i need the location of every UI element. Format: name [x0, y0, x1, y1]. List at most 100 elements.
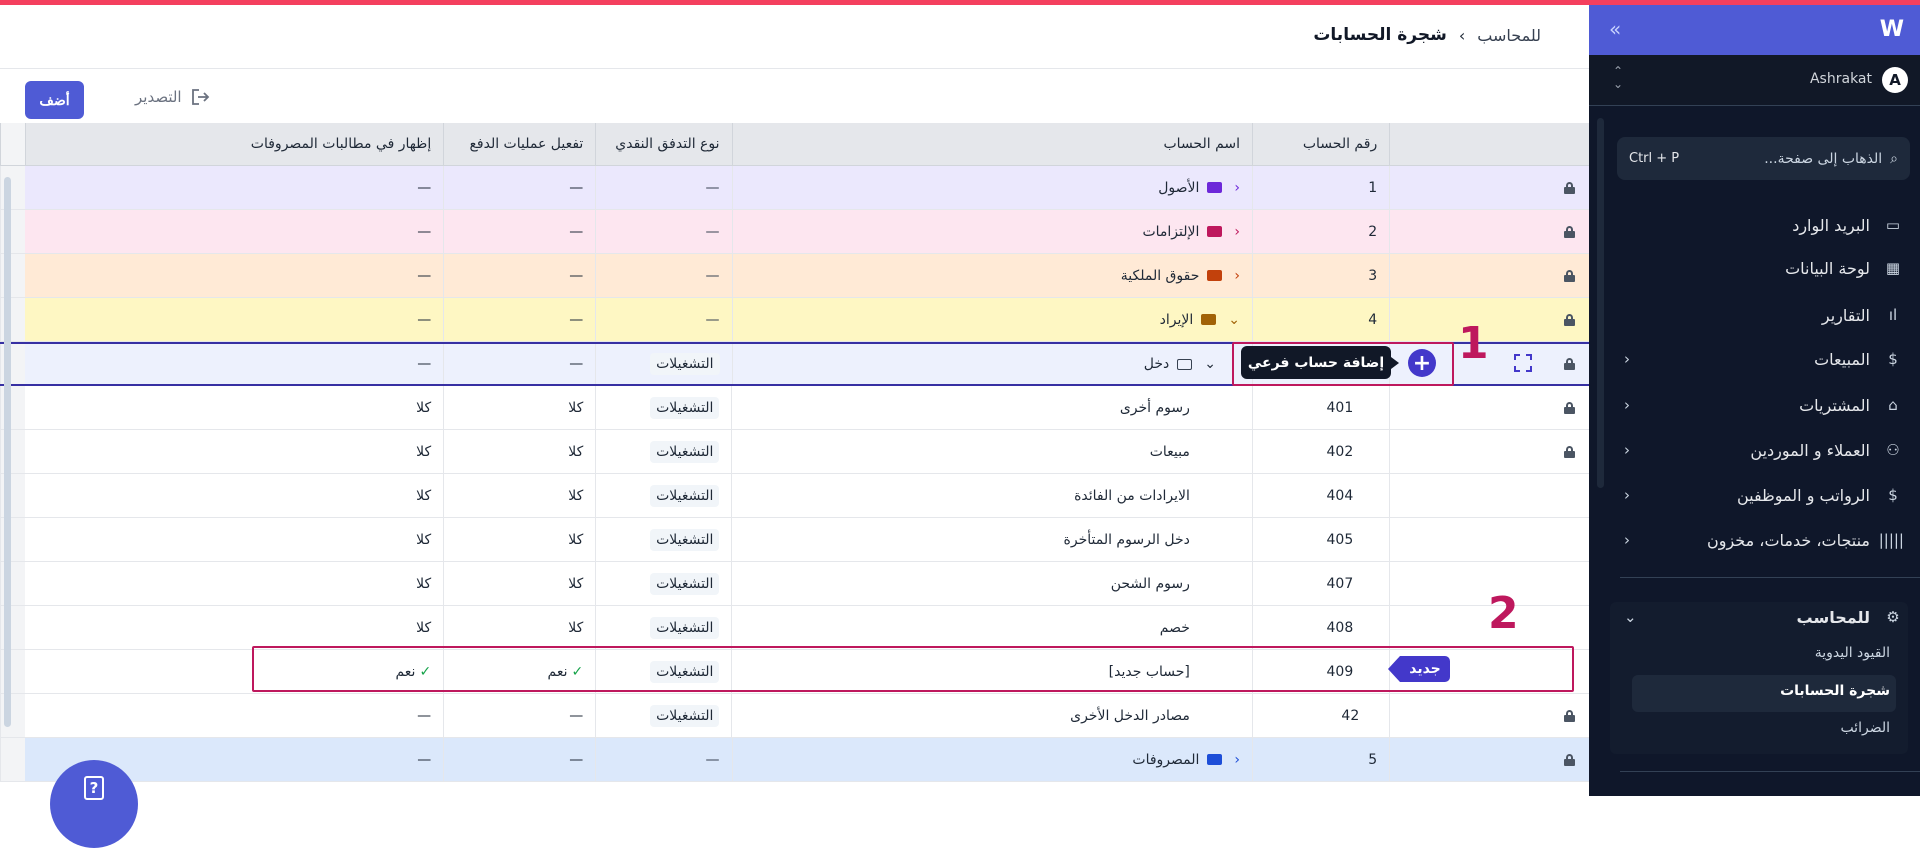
- sidebar-subitem-manual-journals[interactable]: القيود اليدوية: [1814, 645, 1890, 661]
- add-button[interactable]: أضف: [25, 81, 84, 119]
- show-in-expense-claims-header[interactable]: إظهار في مطالبات المصروفات: [25, 123, 443, 165]
- sidebar-item[interactable]: ıl التقارير: [1614, 295, 1904, 335]
- add-subaccount-button[interactable]: +: [1408, 349, 1436, 377]
- chevron-left-icon[interactable]: ‹: [1234, 751, 1241, 768]
- account-name-header[interactable]: اسم الحساب: [731, 123, 1252, 165]
- sidebar-item[interactable]: ▭ البريد الوارد: [1614, 205, 1904, 245]
- help-button[interactable]: ?: [50, 760, 138, 848]
- chevron-down-icon[interactable]: ⌄: [1204, 356, 1217, 372]
- account-number: 404: [1251, 474, 1389, 517]
- cash-flow-chip: —: [705, 311, 720, 328]
- cash-flow-type: التشغيلات: [595, 606, 731, 649]
- cash-flow-type: —: [595, 254, 731, 297]
- table-row[interactable]: 401 رسوم أخرى التشغيلات كلا كلا: [0, 386, 1589, 430]
- cash-flow-chip: التشغيلات: [650, 484, 720, 507]
- account-name-cell: ‹ حقوق الملكية: [731, 254, 1253, 297]
- account-name[interactable]: الأصول: [1158, 179, 1200, 196]
- table-row[interactable]: 409 [حساب جديد] التشغيلات ✓ نعم ✓ نعم: [0, 650, 1589, 694]
- account-name[interactable]: رسوم أخرى: [1119, 399, 1190, 416]
- table-row[interactable]: 5 ‹ المصروفات — — —: [0, 738, 1589, 782]
- sidebar-subitem-chart-of-accounts[interactable]: شجرة الحسابات: [1780, 683, 1890, 699]
- account-number: 3: [1252, 254, 1389, 297]
- folder-open-icon: [1201, 314, 1217, 325]
- account-name[interactable]: المصروفات: [1132, 751, 1200, 768]
- show-in-expense-claims: —: [25, 166, 443, 209]
- account-number: 1: [1252, 166, 1389, 209]
- sidebar-scrollbar[interactable]: [1597, 118, 1604, 488]
- accountant-icon: ⚙: [1886, 608, 1900, 626]
- table-row[interactable]: 405 دخل الرسوم المتأخرة التشغيلات كلا كلا: [0, 518, 1589, 562]
- account-name[interactable]: [حساب جديد]: [1108, 663, 1190, 680]
- chevron-down-icon[interactable]: ⌄: [1228, 311, 1241, 328]
- cash-flow-type: التشغيلات: [595, 694, 731, 737]
- enable-payments-value: كلا: [568, 399, 584, 416]
- enable-payments-value: كلا: [568, 619, 584, 636]
- folder-open-icon: [1177, 358, 1193, 370]
- table-row[interactable]: 1 ‹ الأصول — — —: [0, 166, 1589, 210]
- table-row[interactable]: 408 خصم التشغيلات كلا كلا: [0, 606, 1589, 650]
- table-row[interactable]: 404 الايرادات من الفائدة التشغيلات كلا كلا: [0, 474, 1589, 518]
- cash-flow-type: —: [595, 738, 731, 781]
- breadcrumb-parent[interactable]: للمحاسب: [1477, 25, 1541, 45]
- account-number-header[interactable]: رقم الحساب: [1252, 123, 1389, 165]
- account-name[interactable]: مصادر الدخل الأخرى: [1070, 707, 1190, 724]
- show-in-expense-claims: —: [25, 210, 443, 253]
- enable-payments-value: —: [569, 223, 584, 240]
- account-name[interactable]: حقوق الملكية: [1120, 267, 1200, 284]
- account-name[interactable]: دخل الرسوم المتأخرة: [1063, 531, 1190, 548]
- check-icon: ✓: [571, 663, 584, 680]
- logo: W: [1879, 17, 1904, 42]
- sidebar-item[interactable]: ||||| منتجات، خدمات، مخزون ‹: [1614, 520, 1904, 560]
- show-in-expense-claims: كلا: [25, 562, 443, 605]
- lock-cell: [1389, 562, 1589, 605]
- account-name[interactable]: مبيعات: [1149, 443, 1190, 460]
- account-name[interactable]: دخل: [1143, 356, 1170, 372]
- sidebar-item-accountant[interactable]: ⚙ للمحاسب ⌄: [1614, 597, 1904, 637]
- annotation-box-2: [252, 646, 1574, 692]
- plus-icon: +: [1412, 350, 1432, 376]
- lock-column-header[interactable]: [1389, 123, 1589, 165]
- table-row[interactable]: 4 ⌄ الإيراد — — —: [0, 298, 1589, 342]
- table-row[interactable]: 407 رسوم الشحن التشغيلات كلا كلا: [0, 562, 1589, 606]
- sidebar-divider: [1620, 771, 1920, 772]
- page-search-input[interactable]: ⌕ الذهاب إلى صفحة... Ctrl + P: [1617, 137, 1910, 180]
- chevron-left-icon[interactable]: ‹: [1234, 223, 1241, 240]
- table-scrollbar[interactable]: [4, 177, 11, 727]
- account-name[interactable]: الايرادات من الفائدة: [1074, 487, 1190, 504]
- sidebar-item[interactable]: $ الرواتب و الموظفين ‹: [1614, 475, 1904, 515]
- enable-payments: كلا: [443, 606, 595, 649]
- account-name[interactable]: الإلتزامات: [1142, 223, 1200, 240]
- sidebar-subitem-taxes[interactable]: الضرائب: [1840, 720, 1890, 736]
- account-name-cell: مصادر الدخل الأخرى: [731, 694, 1251, 737]
- collapse-sidebar-icon[interactable]: »: [1609, 17, 1622, 41]
- table-row[interactable]: 402 مبيعات التشغيلات كلا كلا: [0, 430, 1589, 474]
- account-name[interactable]: خصم: [1159, 619, 1190, 636]
- cash-flow-chip: —: [705, 223, 720, 240]
- expand-icon[interactable]: [1514, 354, 1532, 372]
- sidebar-item-label: البريد الوارد: [1792, 215, 1870, 235]
- table-row[interactable]: 2 ‹ الإلتزامات — — —: [0, 210, 1589, 254]
- enable-payments-header[interactable]: تفعيل عمليات الدفع: [443, 123, 595, 165]
- lock-icon: [1564, 401, 1575, 414]
- user-switcher[interactable]: A Ashrakat ⌃ ⌄: [1589, 55, 1920, 106]
- account-name[interactable]: الإيراد: [1159, 311, 1194, 328]
- page-header: للمحاسب › شجرة الحسابات: [0, 5, 1589, 69]
- account-name[interactable]: رسوم الشحن: [1110, 575, 1190, 592]
- sidebar-item[interactable]: $ المبيعات ‹: [1614, 339, 1904, 379]
- chevron-down-icon: ⌄: [1624, 608, 1637, 626]
- chevron-left-icon[interactable]: ‹: [1234, 267, 1241, 284]
- account-number: 5: [1252, 738, 1389, 781]
- sidebar-item[interactable]: ⚇ العملاء و الموردين ‹: [1614, 430, 1904, 470]
- sidebar-item[interactable]: ▦ لوحة البيانات: [1614, 248, 1904, 288]
- cash-flow-type: التشغيلات: [595, 344, 731, 384]
- lock-cell: [1389, 694, 1589, 737]
- sidebar-item[interactable]: ⌂ المشتريات ‹: [1614, 385, 1904, 425]
- export-button[interactable]: التصدير: [135, 88, 210, 106]
- account-name-cell: مبيعات: [731, 430, 1251, 473]
- table-row[interactable]: 3 ‹ حقوق الملكية — — —: [0, 254, 1589, 298]
- chevron-left-icon[interactable]: ‹: [1234, 179, 1241, 196]
- cash-flow-type-header[interactable]: نوع التدفق النقدي: [595, 123, 731, 165]
- enable-payments-value: كلا: [568, 443, 584, 460]
- table-row[interactable]: 42 مصادر الدخل الأخرى التشغيلات — —: [0, 694, 1589, 738]
- expense-claims-value: —: [417, 356, 432, 372]
